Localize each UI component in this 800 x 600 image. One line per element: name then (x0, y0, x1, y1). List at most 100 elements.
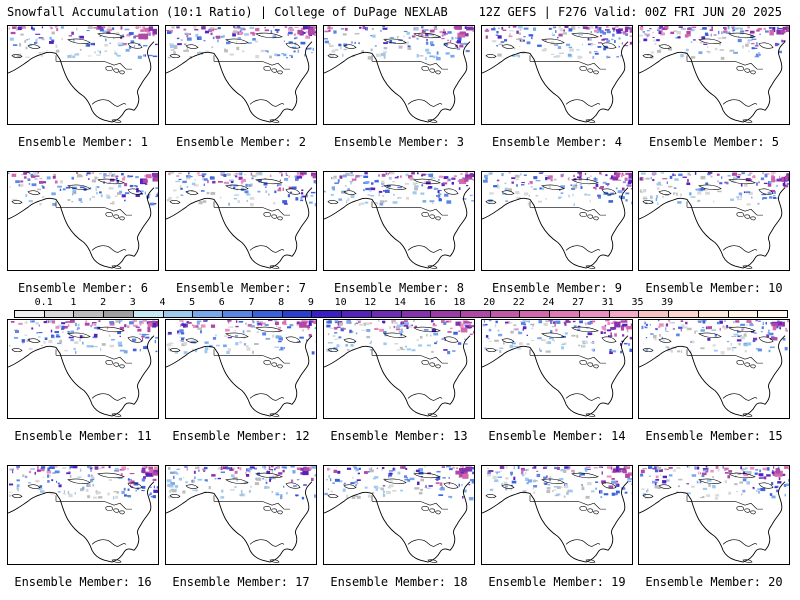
colorbar-tick-label: 12 (364, 297, 377, 308)
valid-time: 12Z GEFS | F276 Valid: 00Z FRI JUN 20 20… (478, 5, 782, 19)
snowfall-field (8, 26, 158, 59)
lake-outline (435, 364, 441, 369)
colorbar-swatch (520, 311, 551, 317)
island-outline (27, 190, 41, 195)
island-outline (127, 188, 143, 195)
island-outline (742, 265, 753, 269)
island-outline (343, 338, 357, 343)
island-outline (255, 32, 283, 39)
north-america-map (324, 466, 474, 563)
gulf-coast (407, 539, 443, 547)
north-america-map (166, 172, 316, 269)
lake-outline (593, 70, 599, 75)
lake-outline (750, 364, 756, 369)
colorbar-tick-label: 22 (512, 297, 525, 308)
island-outline (11, 200, 23, 205)
colorbar-swatch (163, 311, 194, 317)
lake-outline (105, 360, 113, 365)
island-outline (27, 44, 41, 49)
us-canada-border (687, 500, 763, 510)
us-canada-border (214, 60, 290, 70)
colorbar-swatch (312, 311, 343, 317)
snowfall-field (482, 320, 632, 355)
lake-outline (105, 212, 113, 217)
island-outline (127, 42, 143, 49)
island-outline (285, 336, 301, 343)
snowfall-field (166, 26, 316, 59)
colorbar-tick-label: 24 (542, 297, 555, 308)
ensemble-member-label: Ensemble Member: 20 (645, 575, 783, 589)
us-canada-border (56, 354, 132, 364)
lake-outline (421, 360, 429, 365)
colorbar-swatch (639, 311, 670, 317)
island-outline (413, 472, 441, 479)
lake-outline (119, 216, 125, 221)
ensemble-member-label: Ensemble Member: 2 (175, 135, 307, 149)
island-outline (225, 184, 249, 190)
island-outline (601, 188, 617, 195)
lake-outline (263, 506, 271, 511)
north-america-map (639, 26, 789, 123)
island-outline (443, 336, 459, 343)
us-canada-border (687, 60, 763, 70)
island-outline (742, 413, 753, 417)
colorbar-swatch (401, 311, 432, 317)
colorbar-swatch (431, 311, 462, 317)
island-outline (269, 265, 280, 269)
lake-outline (435, 216, 441, 221)
lake-outline (750, 510, 756, 515)
colorbar-swatch (342, 311, 372, 317)
island-outline (413, 32, 441, 39)
island-outline (27, 484, 41, 489)
island-outline (443, 188, 459, 195)
lake-outline (277, 364, 283, 369)
gulf-coast (249, 99, 285, 107)
ensemble-member-map (323, 171, 475, 271)
snowfall-colorbar (14, 310, 788, 318)
north-america-map (482, 320, 632, 417)
colorbar-tick-label: 31 (601, 297, 614, 308)
north-america-map (166, 26, 316, 123)
island-outline (728, 178, 756, 185)
colorbar-swatch (74, 311, 105, 317)
island-outline (571, 472, 599, 479)
island-outline (343, 44, 357, 49)
colorbar-tick-label: 1 (70, 297, 77, 308)
island-outline (225, 478, 249, 484)
island-outline (585, 119, 596, 123)
lake-outline (277, 216, 283, 221)
island-outline (383, 184, 407, 190)
island-outline (642, 494, 654, 499)
north-america-map (639, 466, 789, 563)
coastline (166, 41, 313, 123)
ensemble-member-map (638, 171, 790, 271)
lake-outline (736, 66, 744, 71)
island-outline (728, 32, 756, 39)
ensemble-member-map (481, 25, 633, 125)
island-outline (642, 54, 654, 59)
lake-outline (587, 362, 594, 367)
island-outline (585, 265, 596, 269)
coastline (482, 335, 629, 417)
island-outline (642, 200, 654, 205)
colorbar-swatch (490, 311, 521, 317)
colorbar-tick-label: 2 (100, 297, 107, 308)
island-outline (585, 559, 596, 563)
gulf-coast (407, 393, 443, 401)
lake-outline (579, 506, 587, 511)
island-outline (601, 482, 617, 489)
us-canada-border (372, 206, 448, 216)
colorbar-tick-label: 3 (129, 297, 136, 308)
ensemble-member-map (165, 465, 317, 565)
lake-outline (113, 68, 120, 73)
lake-outline (421, 506, 429, 511)
lake-outline (736, 506, 744, 511)
colorbar-ticks: 0.1 1 2 3 4 5 6 7 8 9 10 12 14 16 18 20 22 24 27 31 35 39 (14, 297, 786, 309)
north-america-map (482, 172, 632, 269)
gulf-coast (407, 99, 443, 107)
island-outline (11, 494, 23, 499)
island-outline (501, 484, 515, 489)
ensemble-member-map (481, 171, 633, 271)
ensemble-member-map (638, 25, 790, 125)
lake-outline (105, 66, 113, 71)
